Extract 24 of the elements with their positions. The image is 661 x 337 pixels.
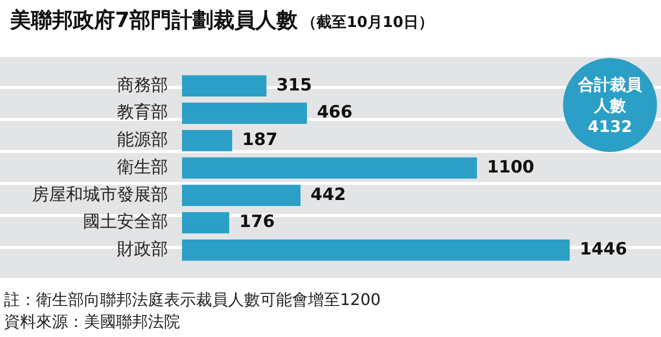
y-tick-label: 教育部 bbox=[117, 102, 168, 123]
data-label: 1446 bbox=[580, 240, 628, 260]
source-note: 資料來源：美國聯邦法院 bbox=[4, 311, 181, 333]
y-tick-label: 房屋和城市發展部 bbox=[32, 184, 168, 205]
bar bbox=[182, 102, 307, 124]
data-label: 1100 bbox=[486, 157, 534, 178]
y-tick-label: 商務部 bbox=[117, 75, 168, 96]
text: 註：衛生部向聯邦法庭表示裁員人數可能會增至1200 bbox=[4, 289, 381, 311]
bar bbox=[182, 184, 301, 206]
y-tick-label: 國土安全部 bbox=[83, 212, 168, 232]
y-tick-label: 衛生部 bbox=[117, 157, 168, 178]
data-label: 442 bbox=[310, 184, 346, 205]
y-tick-label: 能源部 bbox=[117, 130, 168, 150]
data-label: 187 bbox=[242, 130, 278, 150]
data-label: 315 bbox=[276, 75, 312, 96]
bar bbox=[182, 130, 232, 152]
bar bbox=[182, 75, 266, 97]
data-label: 176 bbox=[239, 212, 275, 232]
chart-subtitle: （截至10月10日） bbox=[302, 13, 434, 31]
data-label: 466 bbox=[316, 102, 352, 123]
bar bbox=[182, 157, 477, 179]
bar bbox=[182, 212, 230, 234]
y-tick-label: 財政部 bbox=[117, 240, 168, 260]
chart-title: 美聯邦政府7部門計劃裁員人數 bbox=[10, 8, 298, 32]
